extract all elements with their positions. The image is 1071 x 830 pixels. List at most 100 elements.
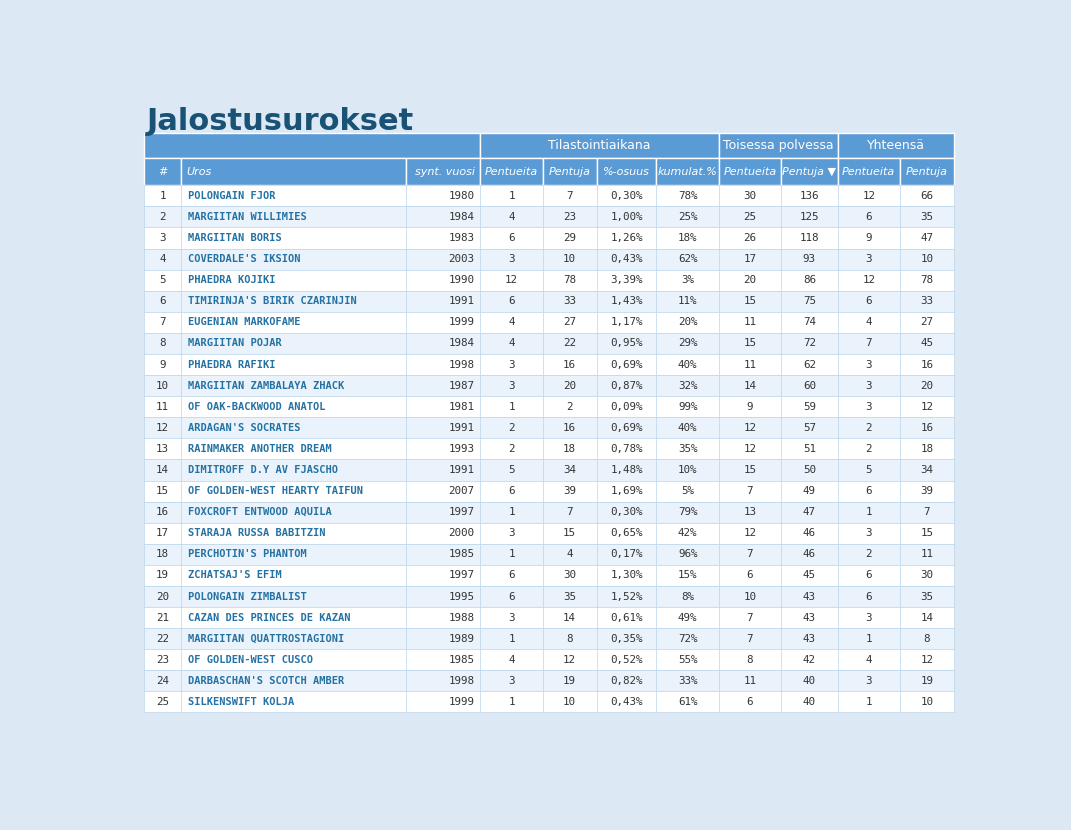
Bar bbox=[597, 607, 657, 628]
Bar bbox=[657, 375, 719, 396]
Bar bbox=[181, 501, 406, 523]
Bar bbox=[597, 691, 657, 712]
Text: 2007: 2007 bbox=[449, 486, 474, 496]
Bar bbox=[406, 544, 480, 565]
Bar bbox=[781, 290, 838, 312]
Bar bbox=[838, 354, 900, 375]
Text: 78: 78 bbox=[920, 276, 934, 286]
Bar bbox=[900, 691, 954, 712]
Text: 9: 9 bbox=[865, 233, 872, 243]
Text: 18: 18 bbox=[156, 549, 169, 559]
Bar bbox=[719, 481, 781, 501]
Bar bbox=[781, 354, 838, 375]
Text: 40: 40 bbox=[803, 676, 816, 686]
Bar bbox=[144, 270, 181, 290]
Text: 1995: 1995 bbox=[449, 592, 474, 602]
Bar bbox=[181, 607, 406, 628]
Text: %-osuus: %-osuus bbox=[603, 167, 650, 177]
Bar bbox=[838, 460, 900, 481]
Text: Pentuja: Pentuja bbox=[548, 167, 591, 177]
Text: 2: 2 bbox=[865, 422, 872, 432]
Bar bbox=[781, 396, 838, 417]
Text: 35%: 35% bbox=[678, 444, 697, 454]
Bar bbox=[838, 501, 900, 523]
Bar bbox=[781, 481, 838, 501]
Text: TIMIRINJA'S BIRIK CZARINJIN: TIMIRINJA'S BIRIK CZARINJIN bbox=[187, 296, 357, 306]
Text: 8: 8 bbox=[923, 633, 931, 644]
Text: 1,69%: 1,69% bbox=[610, 486, 643, 496]
Text: 2: 2 bbox=[509, 422, 515, 432]
Text: 6: 6 bbox=[865, 570, 872, 580]
Bar bbox=[144, 544, 954, 565]
Bar bbox=[838, 607, 900, 628]
Bar bbox=[719, 586, 781, 607]
Bar bbox=[543, 460, 597, 481]
Text: 1,17%: 1,17% bbox=[610, 317, 643, 327]
Bar bbox=[838, 417, 900, 438]
Text: Jalostusurokset: Jalostusurokset bbox=[147, 107, 414, 136]
Text: 2: 2 bbox=[160, 212, 166, 222]
Text: 39: 39 bbox=[920, 486, 934, 496]
Bar bbox=[719, 159, 781, 185]
Bar bbox=[181, 333, 406, 354]
Bar bbox=[144, 270, 954, 290]
Text: 47: 47 bbox=[803, 507, 816, 517]
Text: 6: 6 bbox=[865, 486, 872, 496]
Text: 7: 7 bbox=[865, 339, 872, 349]
Text: 22: 22 bbox=[563, 339, 576, 349]
Text: 27: 27 bbox=[563, 317, 576, 327]
Text: 55%: 55% bbox=[678, 655, 697, 665]
Text: Toisessa polvessa: Toisessa polvessa bbox=[723, 139, 833, 152]
Text: 4: 4 bbox=[509, 655, 515, 665]
Bar bbox=[144, 481, 181, 501]
Bar bbox=[480, 227, 543, 248]
Text: 1: 1 bbox=[509, 633, 515, 644]
Bar bbox=[144, 565, 181, 586]
Bar bbox=[406, 312, 480, 333]
Text: 3: 3 bbox=[509, 676, 515, 686]
Text: COVERDALE'S IKSION: COVERDALE'S IKSION bbox=[187, 254, 300, 264]
Text: 0,69%: 0,69% bbox=[610, 359, 643, 369]
Bar bbox=[657, 185, 719, 207]
Text: 1985: 1985 bbox=[449, 549, 474, 559]
Bar bbox=[144, 501, 181, 523]
Text: 15: 15 bbox=[743, 465, 756, 475]
Bar bbox=[597, 671, 657, 691]
Bar bbox=[900, 312, 954, 333]
Text: MARGIITAN BORIS: MARGIITAN BORIS bbox=[187, 233, 282, 243]
Text: 12: 12 bbox=[862, 276, 875, 286]
Text: 29: 29 bbox=[563, 233, 576, 243]
Bar bbox=[181, 159, 406, 185]
Text: 40: 40 bbox=[803, 697, 816, 707]
Bar bbox=[144, 607, 954, 628]
Text: 6: 6 bbox=[509, 570, 515, 580]
Bar bbox=[543, 375, 597, 396]
Text: OF GOLDEN-WEST HEARTY TAIFUN: OF GOLDEN-WEST HEARTY TAIFUN bbox=[187, 486, 363, 496]
Bar bbox=[480, 185, 543, 207]
Bar bbox=[900, 270, 954, 290]
Bar bbox=[900, 227, 954, 248]
Bar bbox=[838, 565, 900, 586]
Bar bbox=[144, 133, 480, 159]
Bar bbox=[543, 691, 597, 712]
Text: MARGIITAN WILLIMIES: MARGIITAN WILLIMIES bbox=[187, 212, 306, 222]
Text: 4: 4 bbox=[509, 339, 515, 349]
Bar bbox=[144, 460, 954, 481]
Text: 1988: 1988 bbox=[449, 613, 474, 622]
Text: 35: 35 bbox=[920, 212, 934, 222]
Bar bbox=[480, 586, 543, 607]
Bar bbox=[543, 565, 597, 586]
Bar bbox=[406, 354, 480, 375]
Bar bbox=[597, 481, 657, 501]
Bar bbox=[181, 417, 406, 438]
Text: 2000: 2000 bbox=[449, 528, 474, 538]
Text: 0,52%: 0,52% bbox=[610, 655, 643, 665]
Bar bbox=[406, 586, 480, 607]
Text: 0,69%: 0,69% bbox=[610, 422, 643, 432]
Bar bbox=[781, 671, 838, 691]
Text: 1990: 1990 bbox=[449, 276, 474, 286]
Bar bbox=[406, 501, 480, 523]
Bar bbox=[597, 523, 657, 544]
Text: 7: 7 bbox=[567, 507, 573, 517]
Bar bbox=[657, 312, 719, 333]
